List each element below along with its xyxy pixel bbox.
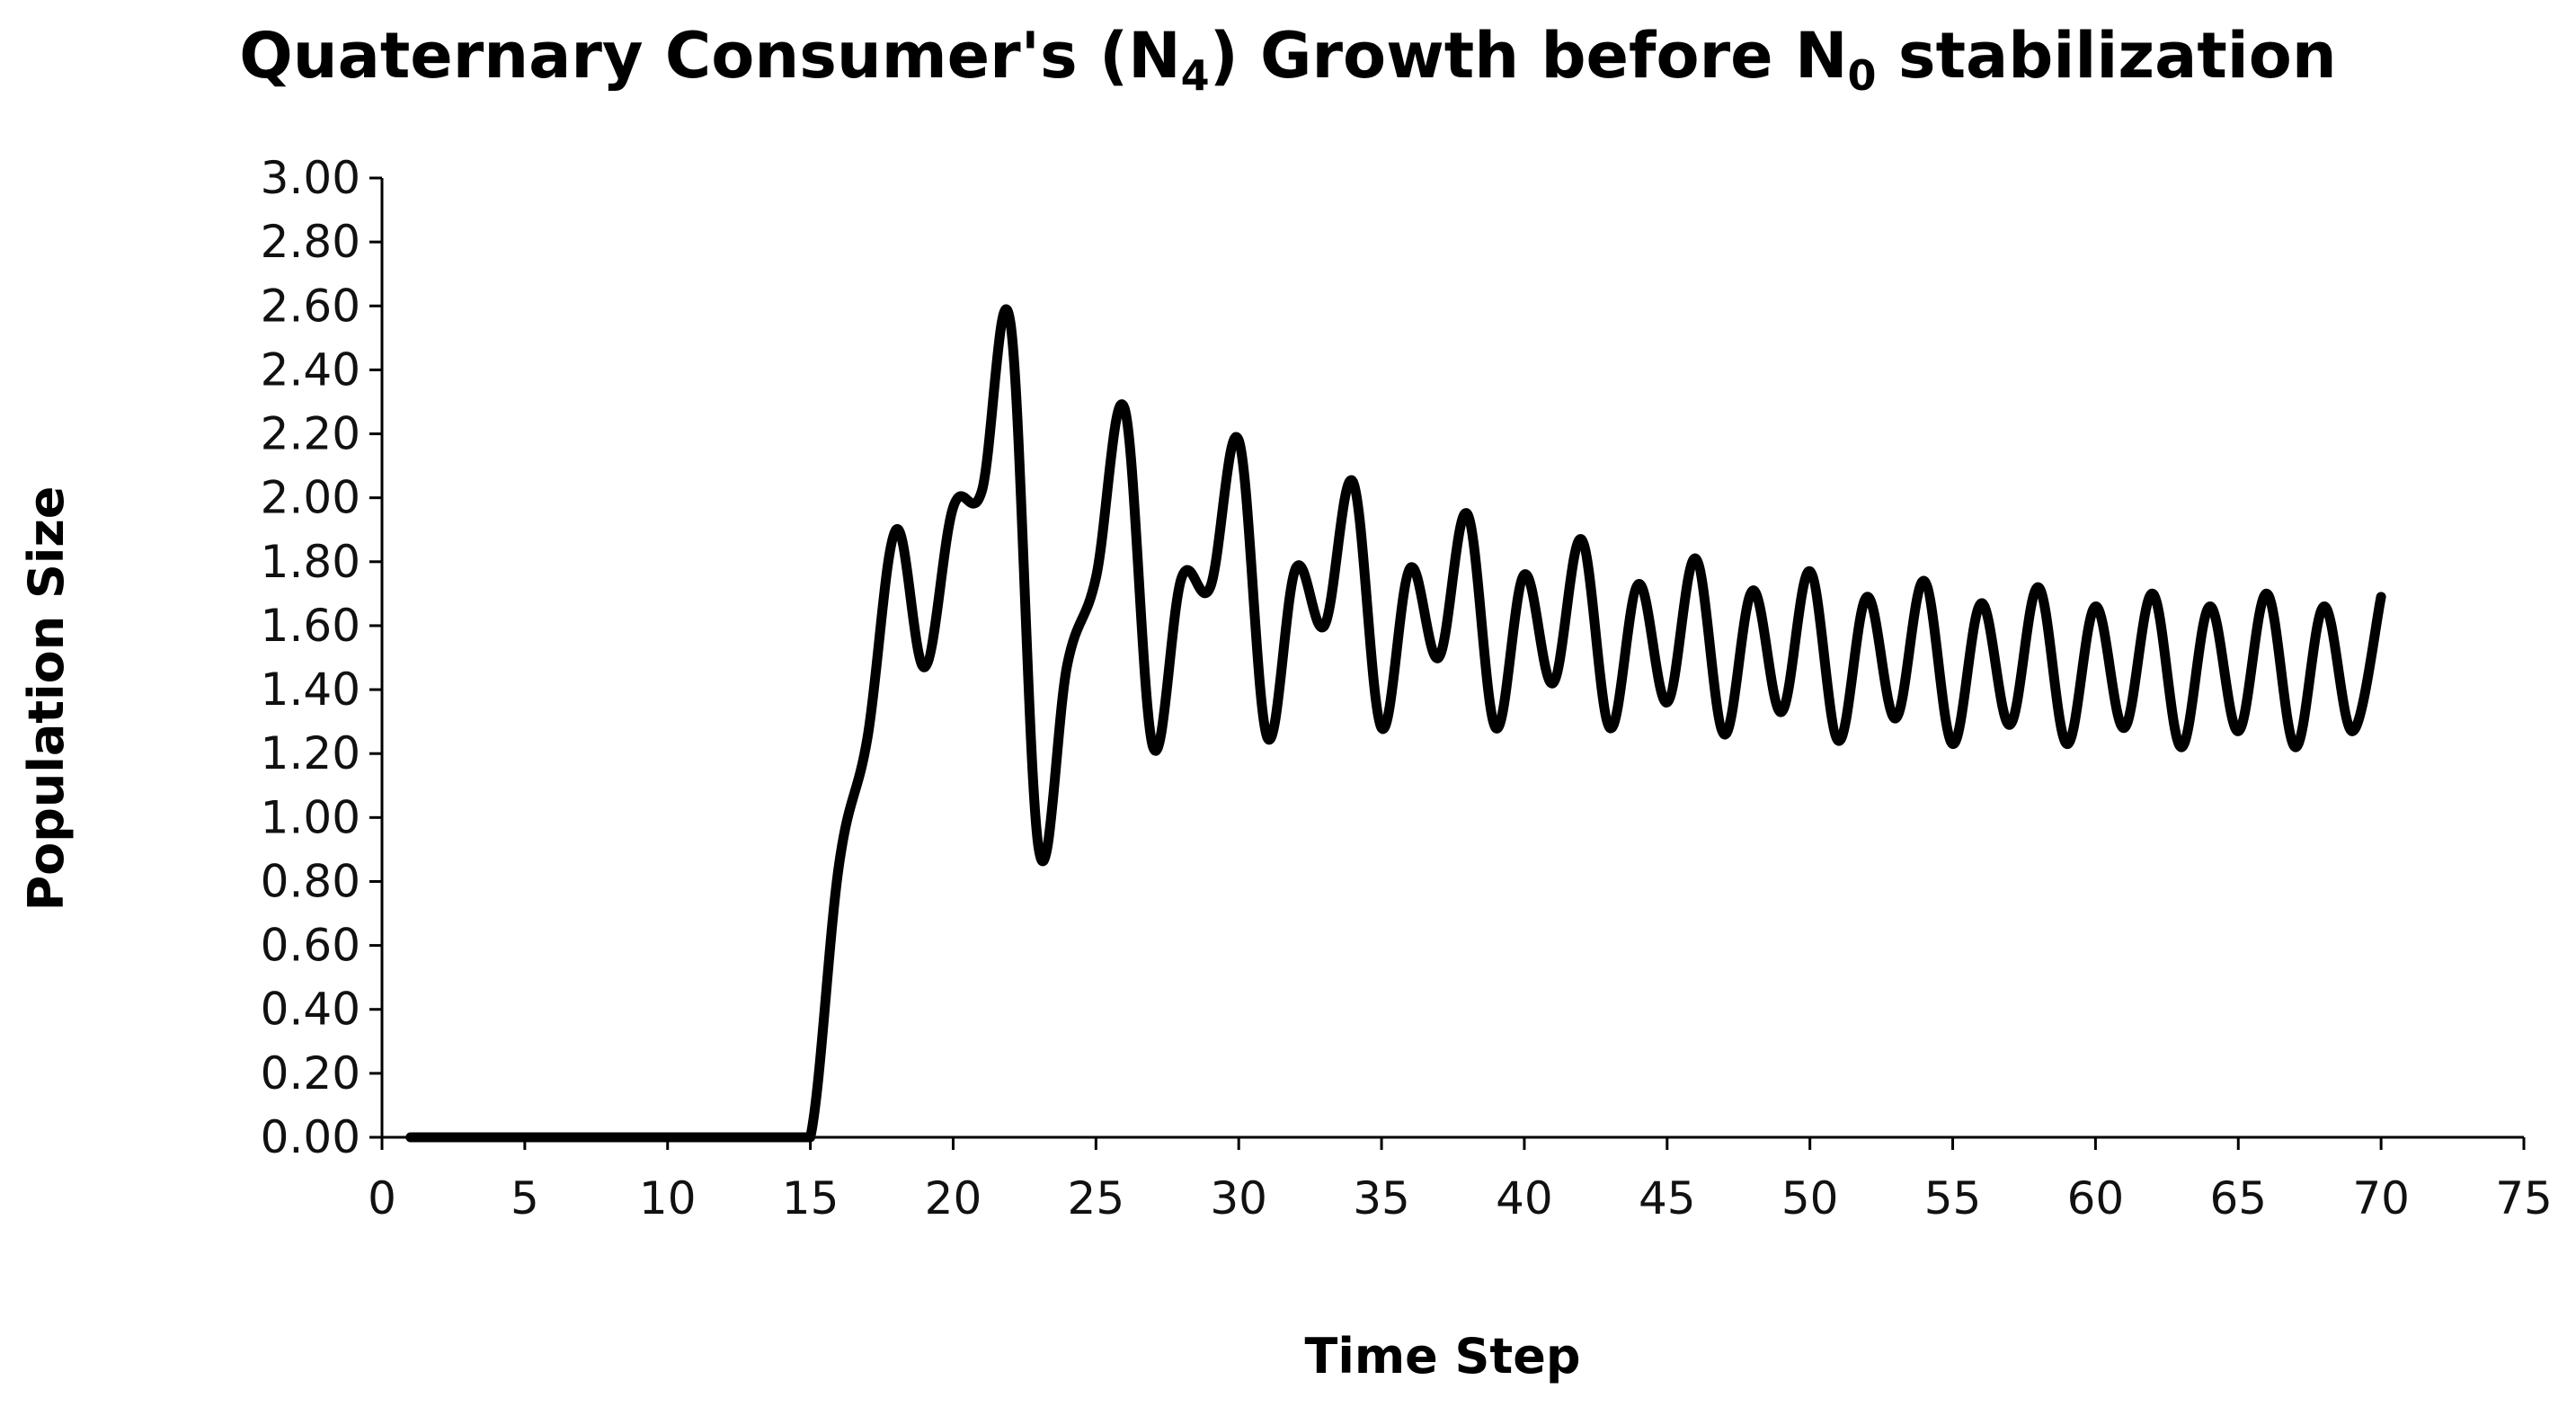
y-tick-label: 2.60 [261,280,360,332]
x-tick-label: 70 [2352,1172,2410,1224]
y-tick-label: 1.20 [261,727,360,779]
x-tick-label: 5 [511,1172,539,1224]
x-tick-label: 60 [2067,1172,2125,1224]
chart-title: Quaternary Consumer's (N4) Growth before… [239,19,2336,100]
chart-title-part-mid: ) Growth before N [1210,19,1848,93]
series-line-n4 [405,304,2386,1143]
x-tick-label: 35 [1353,1172,1410,1224]
x-tick-label: 50 [1781,1172,1839,1224]
y-tick-label: 0.20 [261,1047,360,1100]
chart-title-part-end: stabilization [1877,19,2337,93]
y-tick-label: 1.40 [261,663,360,716]
y-tick-label: 2.80 [261,216,360,268]
x-tick-label: 30 [1210,1172,1267,1224]
y-tick-label: 0.00 [261,1111,360,1163]
y-tick-label: 1.00 [261,791,360,843]
y-tick-label: 2.20 [261,408,360,460]
y-tick-label: 2.00 [261,472,360,524]
x-axis-title: Time Step [1304,1328,1580,1385]
x-tick-label: 45 [1639,1172,1696,1224]
y-tick-label: 3.00 [261,152,360,204]
chart-title-part-main: Quaternary Consumer's (N [239,19,1180,93]
x-tick-label: 0 [368,1172,396,1224]
x-tick-label: 10 [639,1172,697,1224]
x-tick-label: 20 [925,1172,982,1224]
y-tick-label: 1.60 [261,600,360,652]
y-tick-label: 0.60 [261,920,360,972]
x-tick-label: 15 [782,1172,839,1224]
y-axis: 0.00 0.20 0.40 0.60 0.80 1.00 1.20 1.40 1.60 1.80… [261,152,384,1163]
chart-title-subscript-4: 4 [1181,51,1210,100]
y-axis-title: Population Size [18,486,75,912]
x-axis: 0 5 10 15 20 25 30 35 40 45 50 55 60 65 70 75 [368,1135,2553,1224]
x-tick-label: 75 [2495,1172,2553,1224]
chart-title-subscript-0: 0 [1848,51,1877,100]
x-tick-label: 55 [1924,1172,1982,1224]
y-tick-label: 2.40 [261,343,360,396]
y-tick-label: 0.40 [261,984,360,1036]
y-tick-label: 1.80 [261,536,360,588]
x-tick-label: 65 [2209,1172,2267,1224]
y-tick-label: 0.80 [261,855,360,907]
x-tick-label: 40 [1496,1172,1553,1224]
x-tick-label: 25 [1068,1172,1125,1224]
